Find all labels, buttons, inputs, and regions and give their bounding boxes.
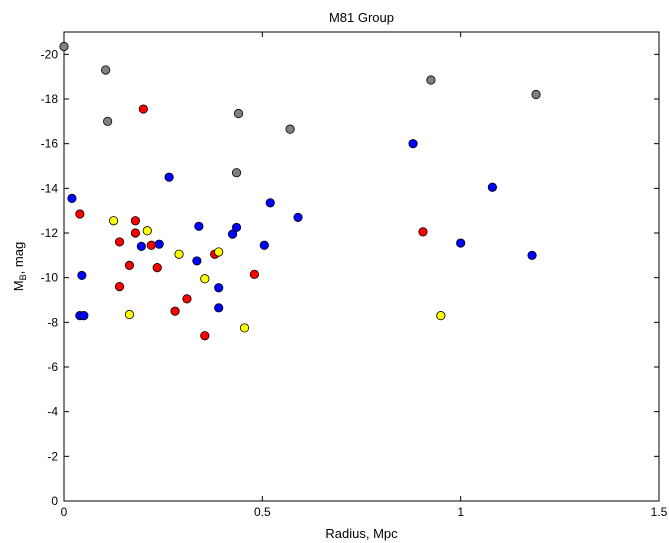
- data-point: [182, 294, 192, 304]
- y-tick-label: -18: [41, 92, 59, 106]
- data-point: [285, 124, 295, 134]
- data-point: [231, 168, 242, 178]
- data-point: [456, 238, 466, 248]
- data-point: [192, 256, 202, 266]
- y-axis-label: MB, mag: [11, 242, 28, 291]
- data-point: [101, 65, 111, 75]
- data-point: [487, 182, 497, 192]
- data-point: [77, 270, 87, 281]
- data-point: [436, 311, 446, 321]
- data-point: [239, 323, 250, 333]
- y-tick-label: -4: [47, 405, 58, 419]
- x-tick-label: 0: [61, 505, 68, 519]
- y-tick-label: -12: [41, 226, 59, 240]
- y-tick-label: -10: [41, 271, 59, 285]
- x-tick-label: 1.5: [651, 505, 668, 519]
- data-point: [154, 239, 164, 249]
- chart-title: M81 Group: [329, 10, 394, 25]
- data-point: [67, 193, 77, 203]
- y-tick-label: -8: [47, 315, 58, 329]
- data-point: [108, 216, 119, 226]
- data-point: [124, 309, 135, 320]
- y-axis-label-main: M: [11, 280, 26, 291]
- y-tick-label: -16: [41, 137, 59, 151]
- y-tick-label: -14: [41, 181, 59, 195]
- data-point: [531, 89, 541, 100]
- data-point: [293, 212, 303, 222]
- data-point: [146, 240, 156, 250]
- y-tick-label: -6: [47, 360, 58, 374]
- data-point: [170, 306, 180, 316]
- data-point: [214, 283, 224, 293]
- data-point: [136, 241, 146, 251]
- x-tick-label: 1: [457, 505, 464, 519]
- data-point: [174, 249, 184, 259]
- data-point: [142, 226, 152, 236]
- data-point: [164, 172, 174, 182]
- data-point: [200, 274, 210, 284]
- x-tick-label: 0.5: [254, 505, 271, 519]
- x-axis-label: Radius, Mpc: [325, 526, 398, 541]
- data-point: [265, 198, 275, 208]
- data-point: [114, 281, 125, 292]
- y-tick-label: 0: [51, 494, 58, 508]
- plot-area: [63, 31, 660, 502]
- data-point: [527, 250, 537, 260]
- data-point: [124, 260, 135, 270]
- data-point: [194, 221, 204, 231]
- data-point: [138, 104, 148, 114]
- data-point: [59, 41, 69, 52]
- data-point: [259, 240, 269, 250]
- data-point: [227, 229, 238, 239]
- data-points: [59, 41, 541, 341]
- data-point: [75, 209, 85, 219]
- data-point: [426, 75, 436, 85]
- data-point: [249, 269, 259, 279]
- y-tick-label: -2: [47, 449, 58, 463]
- axis-ticks: 0 0.5 1 1.5 0 -2 -4 -6 -8 -10 -12 -14 -16 -18 -20: [41, 32, 668, 519]
- data-point: [231, 222, 242, 233]
- data-point: [130, 216, 140, 226]
- data-point: [103, 116, 113, 126]
- data-point: [214, 247, 224, 257]
- y-axis-label-sub: B: [18, 274, 28, 280]
- y-axis-label-rest: , mag: [11, 242, 26, 275]
- y-tick-label: -20: [41, 47, 59, 61]
- data-point: [152, 263, 162, 273]
- data-point: [214, 303, 224, 313]
- data-point: [79, 311, 89, 321]
- data-point: [408, 139, 418, 149]
- data-point: [200, 331, 210, 341]
- data-point: [233, 108, 244, 119]
- data-point: [418, 227, 428, 237]
- data-point: [114, 237, 125, 247]
- data-point: [130, 228, 140, 238]
